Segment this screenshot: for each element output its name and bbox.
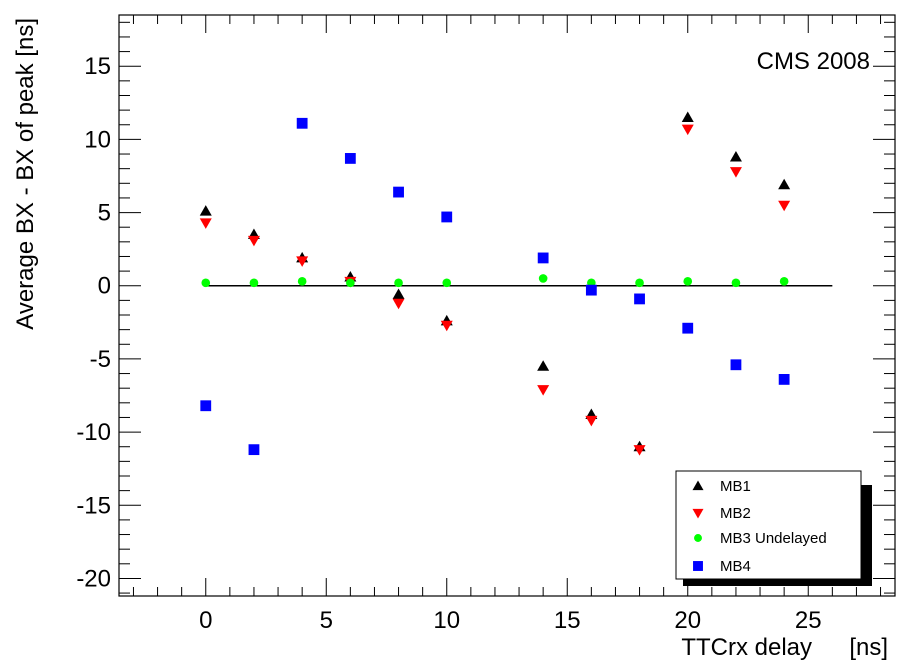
y-tick-label: 0 bbox=[98, 273, 111, 300]
x-tick-label: 25 bbox=[795, 607, 822, 634]
y-axis-title: Average BX - BX of peak [ns] bbox=[12, 18, 39, 330]
data-point bbox=[441, 211, 453, 223]
data-point bbox=[442, 278, 452, 288]
legend-entries: MB1 MB2 MB3 Undelayed MB4 bbox=[692, 478, 827, 575]
data-point bbox=[537, 385, 550, 396]
data-point bbox=[392, 288, 405, 300]
data-point bbox=[682, 322, 694, 334]
legend-marker bbox=[693, 561, 703, 571]
cms-annotation: CMS 2008 bbox=[757, 48, 870, 75]
data-point bbox=[249, 278, 259, 288]
data-point bbox=[296, 117, 308, 129]
data-point bbox=[635, 278, 644, 288]
legend-label: MB4 bbox=[720, 558, 751, 575]
data-point bbox=[779, 277, 789, 286]
legend-label: MB3 Undelayed bbox=[720, 530, 827, 547]
data-point bbox=[393, 186, 404, 198]
data-point bbox=[585, 415, 598, 427]
data-point bbox=[778, 374, 790, 385]
y-tick-label: -10 bbox=[76, 419, 111, 446]
y-tick-label: -15 bbox=[76, 492, 111, 519]
data-point bbox=[681, 124, 694, 136]
data-point bbox=[634, 293, 645, 305]
data-point bbox=[201, 278, 211, 288]
data-point bbox=[683, 277, 693, 286]
data-point bbox=[538, 274, 548, 283]
legend-label: MB2 bbox=[720, 505, 751, 522]
data-point bbox=[392, 298, 405, 310]
data-point bbox=[346, 278, 355, 288]
data-point bbox=[440, 320, 453, 332]
x-tick-label: 10 bbox=[433, 607, 460, 634]
data-point bbox=[247, 235, 260, 247]
data-point bbox=[537, 252, 549, 264]
y-tick-label: 10 bbox=[84, 126, 111, 153]
y-tick-label: 5 bbox=[98, 200, 111, 227]
x-axis-title: TTCrx delay bbox=[681, 634, 812, 661]
data-point bbox=[729, 150, 742, 162]
legend-marker bbox=[692, 508, 704, 519]
data-point bbox=[778, 178, 791, 190]
x-tick-label: 0 bbox=[199, 607, 212, 634]
series-mb3-undelayed bbox=[201, 274, 789, 288]
data-point bbox=[585, 284, 597, 296]
data-point bbox=[248, 444, 260, 456]
legend: MB1 MB2 MB3 Undelayed MB4 bbox=[675, 470, 872, 586]
data-point bbox=[731, 278, 741, 288]
x-axis-unit: [ns] bbox=[849, 634, 888, 661]
data-point bbox=[730, 359, 742, 371]
data-point bbox=[296, 256, 309, 267]
data-point bbox=[200, 400, 212, 412]
data-point bbox=[633, 445, 646, 456]
data-point bbox=[778, 200, 791, 212]
x-tick-label: 5 bbox=[320, 607, 333, 634]
y-tick-label: 15 bbox=[84, 53, 111, 80]
legend-label: MB1 bbox=[720, 478, 751, 495]
axis-ticks bbox=[119, 15, 895, 596]
x-tick-label: 20 bbox=[674, 607, 701, 634]
data-point bbox=[344, 153, 356, 164]
series-mb4 bbox=[200, 117, 790, 456]
data-point bbox=[394, 278, 403, 288]
series-mb2 bbox=[199, 124, 791, 456]
legend-box bbox=[675, 470, 862, 580]
data-point bbox=[199, 205, 212, 216]
legend-marker bbox=[692, 480, 704, 491]
data-point bbox=[729, 167, 742, 178]
data-point bbox=[681, 111, 694, 122]
data-point bbox=[537, 360, 550, 371]
y-tick-label: -5 bbox=[90, 346, 111, 373]
data-point bbox=[199, 218, 212, 229]
tick-labels: 0 5 10 15 20 25 -20 -15 -10 -5 0 5 10 15 bbox=[76, 53, 821, 634]
data-markers bbox=[199, 111, 791, 456]
y-tick-label: -20 bbox=[76, 565, 111, 592]
data-point bbox=[297, 277, 307, 286]
legend-marker bbox=[694, 534, 702, 542]
x-tick-label: 15 bbox=[554, 607, 581, 634]
